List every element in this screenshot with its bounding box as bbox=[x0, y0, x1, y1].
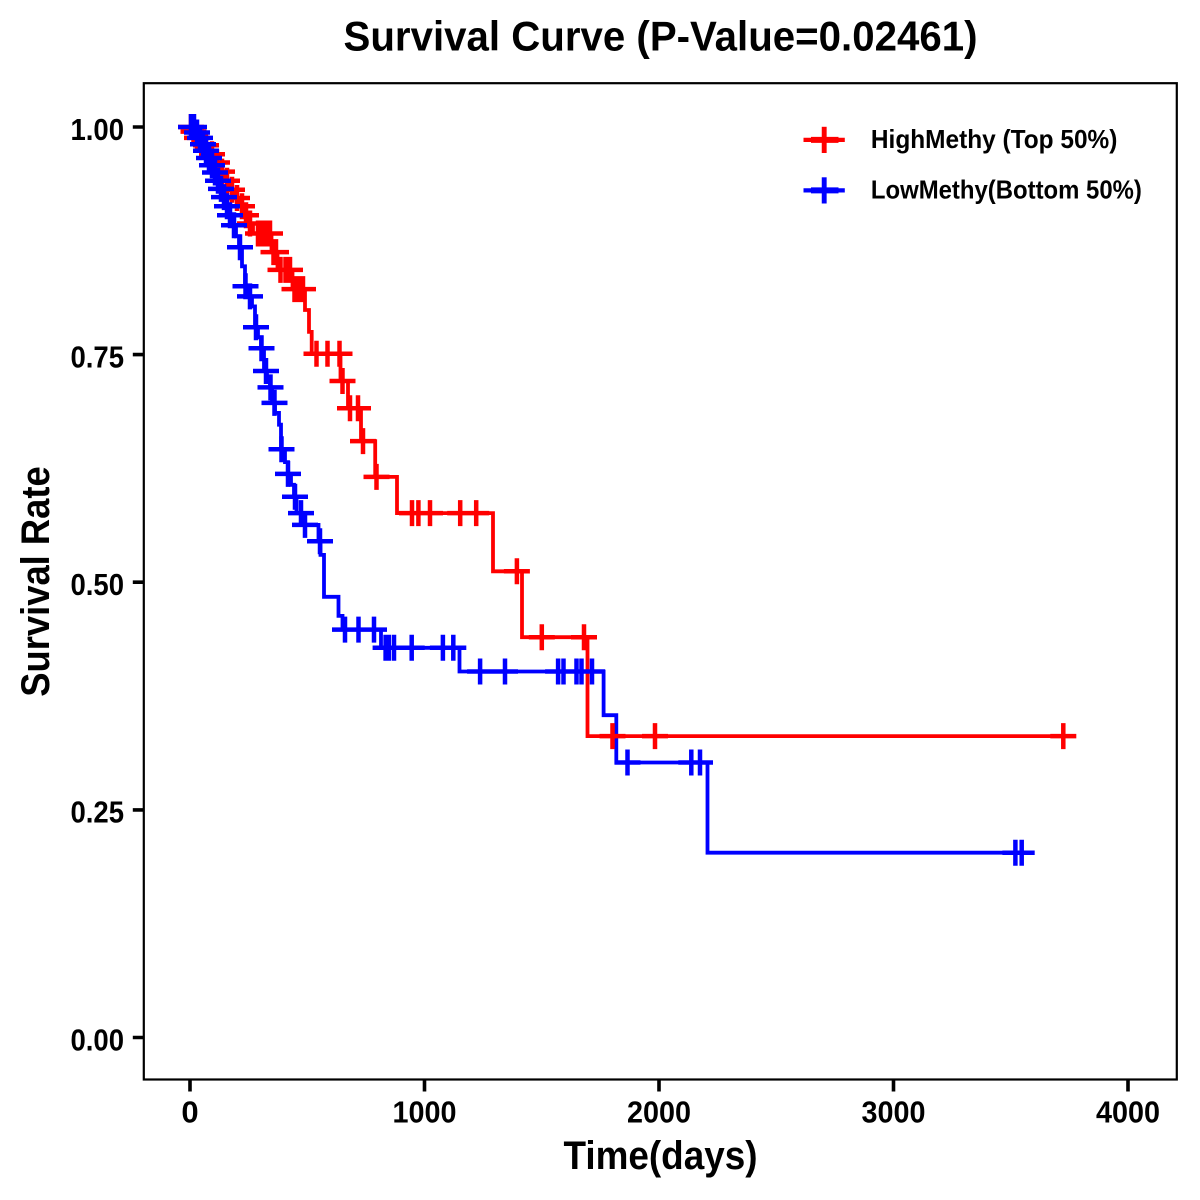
svg-text:1000: 1000 bbox=[393, 1095, 457, 1130]
svg-text:HighMethy (Top 50%): HighMethy (Top 50%) bbox=[871, 124, 1118, 154]
svg-text:Survival Curve (P-Value=0.0246: Survival Curve (P-Value=0.02461) bbox=[344, 13, 978, 60]
svg-text:3000: 3000 bbox=[862, 1095, 926, 1130]
svg-text:0.25: 0.25 bbox=[71, 795, 125, 830]
svg-text:LowMethy(Bottom 50%): LowMethy(Bottom 50%) bbox=[871, 175, 1142, 205]
svg-text:1.00: 1.00 bbox=[71, 112, 125, 147]
svg-text:2000: 2000 bbox=[627, 1095, 691, 1130]
svg-text:4000: 4000 bbox=[1096, 1095, 1160, 1130]
svg-text:0.75: 0.75 bbox=[71, 339, 125, 374]
svg-text:0.00: 0.00 bbox=[71, 1022, 125, 1057]
svg-text:Time(days): Time(days) bbox=[564, 1134, 758, 1178]
svg-text:0.50: 0.50 bbox=[71, 567, 125, 602]
svg-text:Survival Rate: Survival Rate bbox=[14, 466, 58, 697]
svg-text:0: 0 bbox=[181, 1095, 198, 1130]
